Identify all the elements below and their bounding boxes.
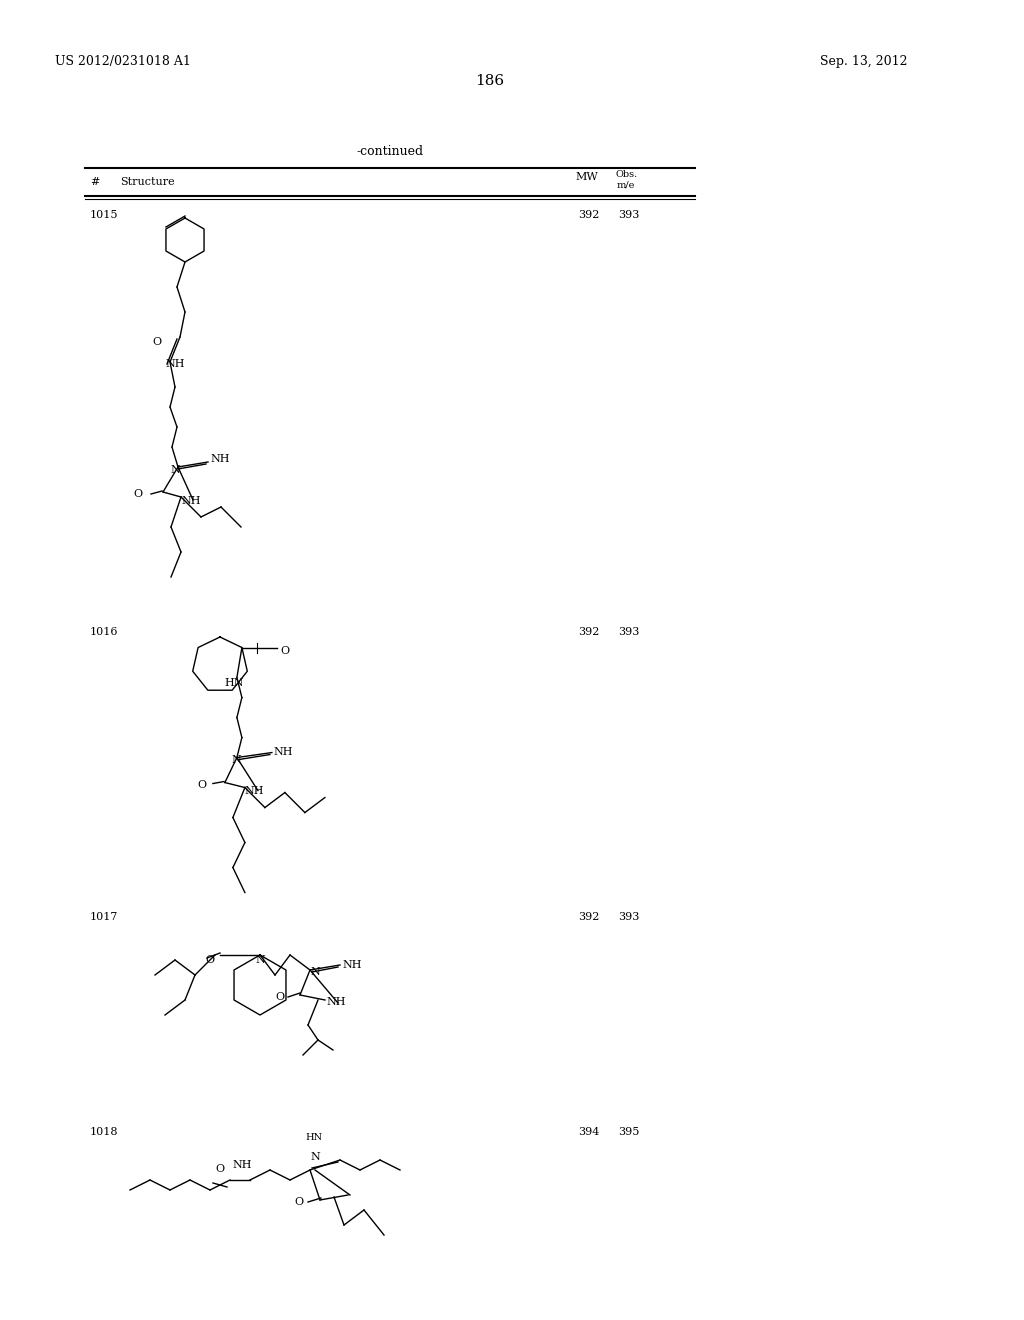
Text: 393: 393: [618, 210, 639, 220]
Text: Sep. 13, 2012: Sep. 13, 2012: [820, 55, 907, 69]
Text: 186: 186: [475, 74, 505, 88]
Text: 392: 392: [578, 210, 599, 220]
Text: N: N: [255, 954, 265, 965]
Text: N: N: [231, 755, 242, 764]
Text: MW: MW: [575, 172, 598, 182]
Text: NH: NH: [342, 960, 361, 970]
Text: 1016: 1016: [90, 627, 119, 638]
Text: O: O: [152, 337, 161, 347]
Text: O: O: [215, 1164, 224, 1173]
Text: O: O: [197, 780, 206, 789]
Text: 392: 392: [578, 627, 599, 638]
Text: 1015: 1015: [90, 210, 119, 220]
Text: N: N: [170, 465, 180, 475]
Text: 394: 394: [578, 1127, 599, 1137]
Text: NH: NH: [232, 1160, 252, 1170]
Text: NH: NH: [210, 454, 229, 465]
Text: 1018: 1018: [90, 1127, 119, 1137]
Text: #: #: [90, 177, 99, 187]
Text: O: O: [133, 488, 142, 499]
Text: -continued: -continued: [356, 145, 424, 158]
Text: NH: NH: [181, 496, 201, 506]
Text: 1017: 1017: [90, 912, 119, 921]
Text: N: N: [310, 1152, 319, 1162]
Text: O: O: [275, 993, 284, 1002]
Text: NH: NH: [326, 997, 345, 1007]
Text: 393: 393: [618, 912, 639, 921]
Text: HN: HN: [225, 677, 245, 688]
Text: O: O: [280, 645, 289, 656]
Text: HN: HN: [305, 1133, 323, 1142]
Text: US 2012/0231018 A1: US 2012/0231018 A1: [55, 55, 190, 69]
Text: 392: 392: [578, 912, 599, 921]
Text: Structure: Structure: [120, 177, 175, 187]
Text: NH: NH: [273, 747, 294, 756]
Text: O: O: [205, 954, 214, 965]
Text: 393: 393: [618, 627, 639, 638]
Text: N: N: [310, 968, 319, 977]
Text: NH: NH: [165, 359, 184, 370]
Text: m/e: m/e: [617, 180, 635, 189]
Text: 395: 395: [618, 1127, 639, 1137]
Text: O: O: [294, 1197, 303, 1206]
Text: Obs.: Obs.: [615, 170, 637, 180]
Text: NH: NH: [245, 785, 264, 796]
